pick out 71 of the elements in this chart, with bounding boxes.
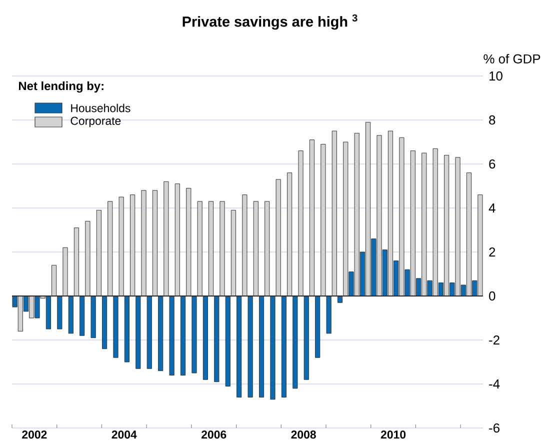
bar	[186, 188, 192, 296]
bar	[326, 296, 332, 334]
bar	[80, 296, 85, 336]
chart-title: Private savings are high $^{3}$	[182, 14, 358, 30]
bar	[108, 201, 113, 296]
bar	[220, 201, 225, 296]
bar	[136, 296, 141, 369]
y-tick-label: -6	[489, 423, 500, 433]
bar	[174, 184, 180, 296]
bar	[253, 201, 258, 296]
bar	[304, 296, 309, 380]
bar	[230, 210, 236, 296]
x-tick-label: 2008	[291, 430, 316, 439]
bar	[130, 194, 136, 296]
bar	[298, 150, 304, 296]
y-tick-label: 2	[489, 247, 496, 257]
y-tick-label: -4	[489, 380, 500, 388]
bar	[169, 296, 174, 376]
bar	[74, 228, 80, 296]
bar	[202, 296, 208, 380]
bar	[258, 296, 264, 398]
bar	[309, 140, 315, 296]
bar	[242, 194, 248, 296]
bar	[118, 196, 124, 296]
bar	[96, 210, 102, 296]
bar	[124, 296, 130, 362]
legend-label: Corporate	[70, 116, 121, 128]
bar	[264, 201, 270, 296]
y-axis-title: % of GDP	[484, 54, 540, 64]
y-tick-label: 10	[490, 71, 502, 81]
bar	[152, 190, 158, 296]
bar	[192, 296, 197, 374]
bar	[164, 181, 169, 296]
bar	[214, 296, 220, 382]
bar	[337, 296, 343, 303]
bar	[332, 130, 337, 296]
bar	[68, 296, 74, 334]
bar	[292, 296, 298, 389]
y-tick-label: 4	[488, 204, 496, 212]
bar	[281, 296, 287, 398]
bar	[85, 220, 90, 296]
bar	[90, 296, 96, 338]
legend-title: Net lending by:	[18, 81, 104, 93]
bar	[180, 296, 186, 376]
bar	[52, 264, 57, 296]
bar	[113, 296, 118, 358]
bar	[62, 247, 68, 296]
y-tick-label: 8	[489, 115, 496, 125]
bar	[248, 296, 253, 398]
bar	[158, 296, 164, 372]
bar	[146, 296, 152, 369]
x-tick-label: 2002	[22, 430, 47, 439]
bar	[141, 190, 146, 296]
bar	[276, 179, 281, 296]
bar	[57, 296, 62, 330]
bar	[197, 201, 202, 296]
y-tick-label: 6	[489, 159, 496, 169]
y-tick-label: 0	[489, 291, 496, 301]
y-tick-label: -2	[489, 335, 500, 345]
bar	[236, 296, 242, 398]
bar	[320, 144, 326, 296]
x-tick-label: 2010	[380, 430, 406, 439]
legend-label: Households	[71, 104, 130, 112]
bar	[287, 172, 292, 296]
bar	[208, 201, 214, 296]
bar	[102, 296, 108, 350]
bar	[315, 296, 320, 358]
x-tick-label: 2006	[202, 430, 226, 439]
bar	[270, 296, 276, 400]
x-tick-label: 2004	[112, 430, 137, 439]
bar	[225, 296, 230, 386]
